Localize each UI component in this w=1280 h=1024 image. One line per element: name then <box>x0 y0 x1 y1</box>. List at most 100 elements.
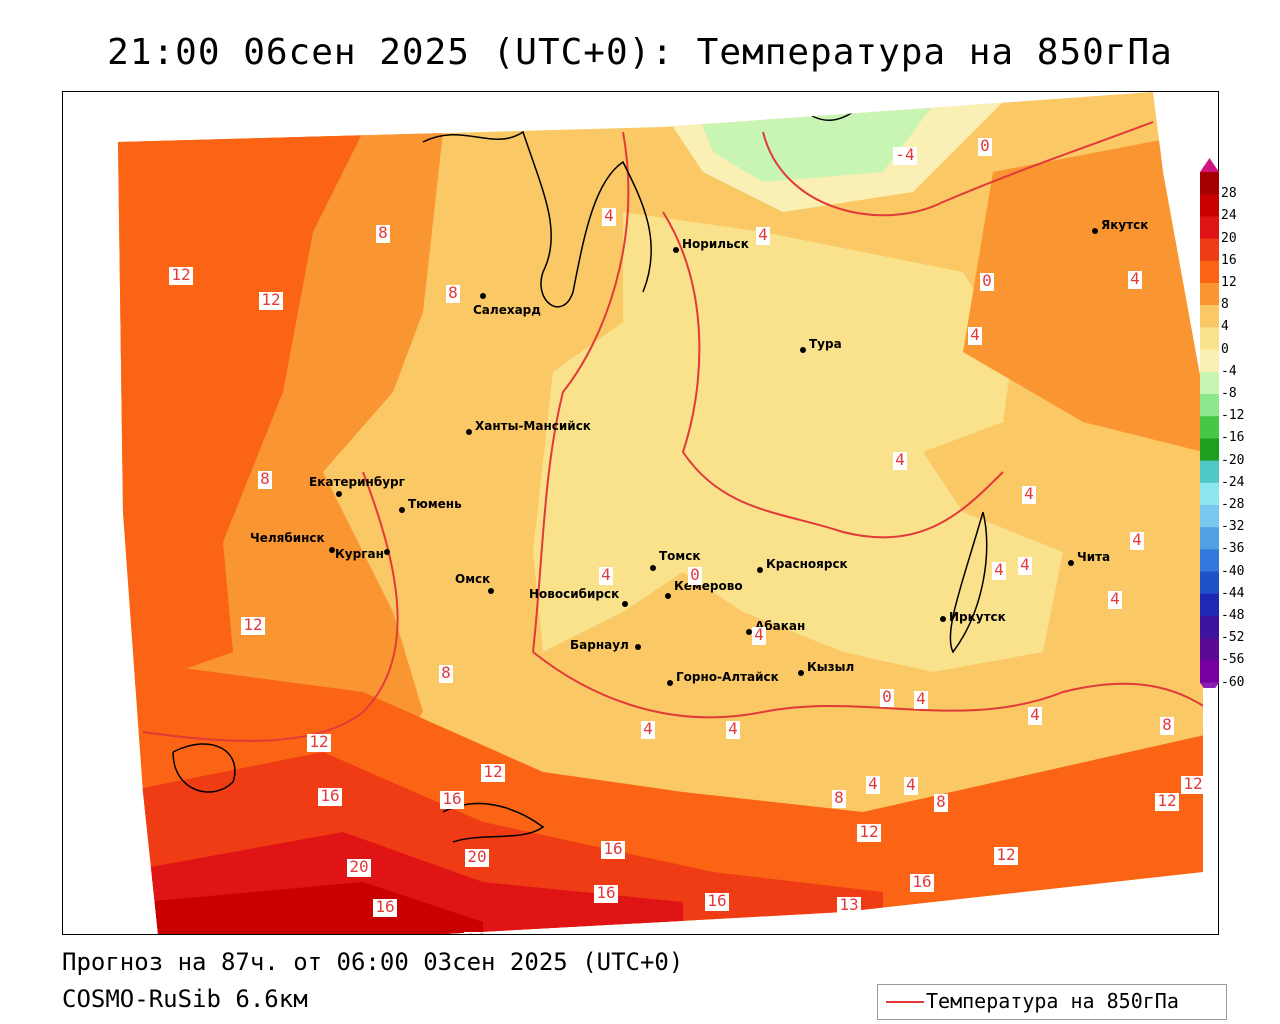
legend-line-sample <box>886 1001 924 1003</box>
city-marker <box>665 593 671 599</box>
city-marker <box>667 680 673 686</box>
city-label: Ханты-Мансийск <box>475 419 591 433</box>
colorbar-tick-label: -44 <box>1221 585 1245 601</box>
colorbar-swatch <box>1200 460 1219 484</box>
colorbar-swatch <box>1200 327 1219 351</box>
svg-text:20: 20 <box>349 857 368 876</box>
isotherm-label: 12 <box>994 845 1018 865</box>
city-marker <box>622 601 628 607</box>
colorbar-tick-label: 8 <box>1221 297 1229 313</box>
isotherm-label: 4 <box>1130 530 1144 550</box>
svg-text:16: 16 <box>603 839 622 858</box>
city-label: Томск <box>659 549 701 563</box>
isotherm-label: 12 <box>169 265 193 285</box>
isotherm-label: 16 <box>373 897 397 917</box>
isotherm-label: -4 <box>893 145 917 165</box>
colorbar-tick-label: -60 <box>1221 674 1245 690</box>
svg-text:4: 4 <box>906 775 916 794</box>
city-marker <box>757 567 763 573</box>
map-canvas: Норильск Якутск Салехард Тура Ханты-Мансийск… <box>63 92 1218 934</box>
svg-text:4: 4 <box>728 719 738 738</box>
isotherm-label: 12 <box>857 822 881 842</box>
isotherm-label: 12 <box>1181 774 1205 794</box>
svg-text:4: 4 <box>643 719 653 738</box>
city-marker <box>650 565 656 571</box>
isotherm-label: 16 <box>440 789 464 809</box>
colorbar-tick-label: 12 <box>1221 275 1237 290</box>
city-marker <box>798 670 804 676</box>
city-label: Иркутск <box>949 610 1006 624</box>
svg-text:4: 4 <box>1024 484 1034 503</box>
city-label: Тюмень <box>408 497 462 511</box>
colorbar-swatch <box>1200 172 1219 195</box>
colorbar-tick-label: 24 <box>1221 208 1237 224</box>
colorbar-tick-label: -12 <box>1221 408 1245 424</box>
city-label: Красноярск <box>766 557 848 571</box>
svg-text:12: 12 <box>1183 774 1202 793</box>
city-marker <box>399 507 405 513</box>
colorbar-swatch <box>1200 238 1219 262</box>
svg-text:12: 12 <box>309 732 328 751</box>
svg-text:8: 8 <box>936 792 946 811</box>
colorbar-tick-label: -24 <box>1221 474 1245 490</box>
isotherm-label: 4 <box>1128 269 1142 289</box>
colorbar-bottom-arrow <box>1200 682 1219 688</box>
colorbar-swatch <box>1200 260 1219 284</box>
city-marker <box>746 629 752 635</box>
isotherm-label: 4 <box>914 689 928 709</box>
colorbar-swatches <box>1200 158 1219 688</box>
colorbar-tick-label: 16 <box>1221 252 1237 268</box>
isotherm-label: 4 <box>968 325 982 345</box>
city-marker <box>1092 228 1098 234</box>
colorbar-swatch <box>1200 571 1219 595</box>
isotherm-label: 8 <box>1160 715 1174 735</box>
svg-text:4: 4 <box>1130 269 1140 288</box>
city-marker <box>800 347 806 353</box>
svg-text:16: 16 <box>707 891 726 910</box>
colorbar-swatch <box>1200 549 1219 573</box>
colorbar-tick-label: 4 <box>1221 319 1229 335</box>
isotherm-label: 4 <box>866 774 880 794</box>
colorbar-tick-label: 0 <box>1221 341 1229 357</box>
isotherm-label: 16 <box>705 891 729 911</box>
svg-text:8: 8 <box>441 663 451 682</box>
colorbar-swatch <box>1200 371 1219 395</box>
colorbar-tick-label: 20 <box>1221 230 1237 246</box>
svg-text:-4: -4 <box>895 145 914 164</box>
colorbar-swatch <box>1200 283 1219 306</box>
svg-text:12: 12 <box>996 845 1015 864</box>
svg-text:4: 4 <box>1020 555 1030 574</box>
field-west-12 <box>118 132 363 712</box>
isotherm-label: 8 <box>258 469 272 489</box>
isotherm-label: 8 <box>934 792 948 812</box>
colorbar-swatch <box>1200 593 1219 617</box>
city-label: Барнаул <box>570 638 629 652</box>
city-marker <box>940 616 946 622</box>
colorbar-tick-label: -4 <box>1221 363 1237 379</box>
isotherm-label: 4 <box>752 625 766 645</box>
colorbar-tick-label: -56 <box>1221 652 1245 668</box>
isotherm-label: 4 <box>1108 589 1122 609</box>
svg-text:16: 16 <box>320 786 339 805</box>
isotherm-label: 12 <box>1155 791 1179 811</box>
temperature-map[interactable]: Норильск Якутск Салехард Тура Ханты-Мансийск… <box>62 91 1219 935</box>
svg-text:20: 20 <box>467 847 486 866</box>
svg-text:8: 8 <box>448 283 458 302</box>
colorbar-swatch <box>1200 194 1219 217</box>
colorbar-swatch <box>1200 394 1219 417</box>
svg-text:8: 8 <box>378 223 388 242</box>
colorbar-tick-label: -48 <box>1221 608 1245 623</box>
city-label: Абакан <box>755 619 805 633</box>
svg-text:0: 0 <box>690 565 700 584</box>
isotherm-label: 12 <box>241 615 265 635</box>
colorbar-swatch <box>1200 616 1219 639</box>
svg-text:4: 4 <box>916 689 926 708</box>
svg-text:4: 4 <box>994 560 1004 579</box>
svg-text:4: 4 <box>970 325 980 344</box>
svg-text:12: 12 <box>261 290 280 309</box>
model-info: COSMO-RuSib 6.6км <box>62 985 308 1013</box>
colorbar-tick-label: -52 <box>1221 630 1245 646</box>
city-marker <box>329 547 335 553</box>
city-label: Курган <box>335 547 384 561</box>
svg-text:4: 4 <box>601 565 611 584</box>
